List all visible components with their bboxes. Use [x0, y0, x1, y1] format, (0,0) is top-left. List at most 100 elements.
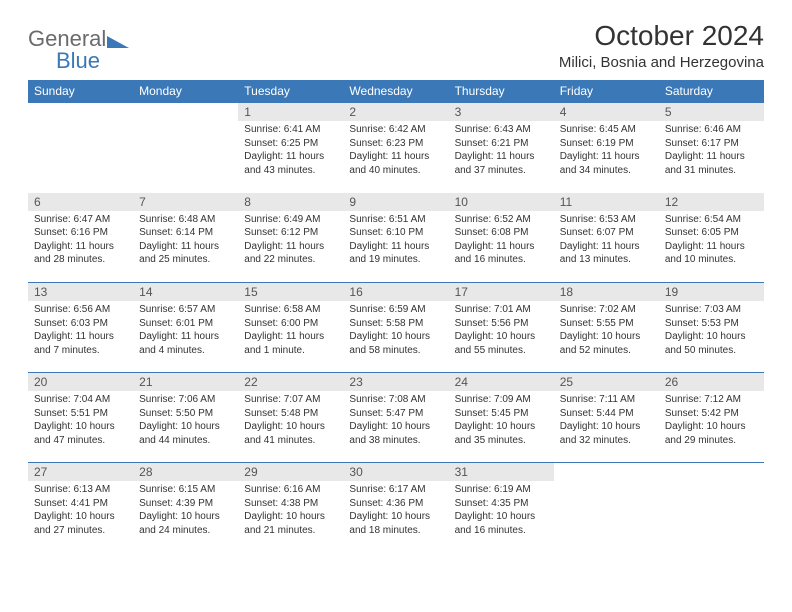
calendar-row: 6Sunrise: 6:47 AMSunset: 6:16 PMDaylight…	[28, 193, 764, 283]
month-title: October 2024	[559, 20, 764, 52]
weekday-header: Friday	[554, 80, 659, 103]
weekday-header: Wednesday	[343, 80, 448, 103]
day-number: 20	[28, 373, 133, 391]
calendar-cell: 28Sunrise: 6:15 AMSunset: 4:39 PMDayligh…	[133, 463, 238, 553]
calendar-cell: 2Sunrise: 6:42 AMSunset: 6:23 PMDaylight…	[343, 103, 448, 193]
title-block: October 2024 Milici, Bosnia and Herzegov…	[559, 20, 764, 71]
day-number: 15	[238, 283, 343, 301]
day-details: Sunrise: 6:41 AMSunset: 6:25 PMDaylight:…	[238, 121, 343, 181]
calendar-cell: 22Sunrise: 7:07 AMSunset: 5:48 PMDayligh…	[238, 373, 343, 463]
day-details: Sunrise: 6:48 AMSunset: 6:14 PMDaylight:…	[133, 211, 238, 271]
day-number: 9	[343, 193, 448, 211]
day-number: 18	[554, 283, 659, 301]
day-details: Sunrise: 6:43 AMSunset: 6:21 PMDaylight:…	[449, 121, 554, 181]
calendar-cell: 4Sunrise: 6:45 AMSunset: 6:19 PMDaylight…	[554, 103, 659, 193]
day-number: 26	[659, 373, 764, 391]
calendar-cell: 6Sunrise: 6:47 AMSunset: 6:16 PMDaylight…	[28, 193, 133, 283]
day-details: Sunrise: 7:12 AMSunset: 5:42 PMDaylight:…	[659, 391, 764, 451]
day-details: Sunrise: 6:19 AMSunset: 4:35 PMDaylight:…	[449, 481, 554, 541]
calendar-cell: 18Sunrise: 7:02 AMSunset: 5:55 PMDayligh…	[554, 283, 659, 373]
weekday-header-row: SundayMondayTuesdayWednesdayThursdayFrid…	[28, 80, 764, 103]
calendar-row: 20Sunrise: 7:04 AMSunset: 5:51 PMDayligh…	[28, 373, 764, 463]
calendar-cell	[133, 103, 238, 193]
calendar-cell: 11Sunrise: 6:53 AMSunset: 6:07 PMDayligh…	[554, 193, 659, 283]
calendar-body: 1Sunrise: 6:41 AMSunset: 6:25 PMDaylight…	[28, 103, 764, 553]
day-number: 6	[28, 193, 133, 211]
header: GeneralBlue October 2024 Milici, Bosnia …	[28, 20, 764, 74]
day-number: 29	[238, 463, 343, 481]
calendar-cell: 20Sunrise: 7:04 AMSunset: 5:51 PMDayligh…	[28, 373, 133, 463]
weekday-header: Tuesday	[238, 80, 343, 103]
day-details: Sunrise: 6:54 AMSunset: 6:05 PMDaylight:…	[659, 211, 764, 271]
calendar-cell: 9Sunrise: 6:51 AMSunset: 6:10 PMDaylight…	[343, 193, 448, 283]
day-number: 4	[554, 103, 659, 121]
calendar-cell: 19Sunrise: 7:03 AMSunset: 5:53 PMDayligh…	[659, 283, 764, 373]
logo-triangle-icon	[107, 34, 129, 48]
day-number: 28	[133, 463, 238, 481]
calendar-cell	[659, 463, 764, 553]
day-details: Sunrise: 7:11 AMSunset: 5:44 PMDaylight:…	[554, 391, 659, 451]
calendar-cell: 8Sunrise: 6:49 AMSunset: 6:12 PMDaylight…	[238, 193, 343, 283]
location: Milici, Bosnia and Herzegovina	[559, 54, 764, 71]
calendar-cell: 14Sunrise: 6:57 AMSunset: 6:01 PMDayligh…	[133, 283, 238, 373]
calendar-cell: 30Sunrise: 6:17 AMSunset: 4:36 PMDayligh…	[343, 463, 448, 553]
day-number: 24	[449, 373, 554, 391]
day-details: Sunrise: 6:52 AMSunset: 6:08 PMDaylight:…	[449, 211, 554, 271]
logo: GeneralBlue	[28, 26, 138, 74]
day-number: 17	[449, 283, 554, 301]
calendar-cell: 13Sunrise: 6:56 AMSunset: 6:03 PMDayligh…	[28, 283, 133, 373]
day-number: 21	[133, 373, 238, 391]
calendar-table: SundayMondayTuesdayWednesdayThursdayFrid…	[28, 80, 764, 553]
calendar-row: 1Sunrise: 6:41 AMSunset: 6:25 PMDaylight…	[28, 103, 764, 193]
day-details: Sunrise: 7:04 AMSunset: 5:51 PMDaylight:…	[28, 391, 133, 451]
calendar-cell: 21Sunrise: 7:06 AMSunset: 5:50 PMDayligh…	[133, 373, 238, 463]
day-number: 30	[343, 463, 448, 481]
calendar-cell: 3Sunrise: 6:43 AMSunset: 6:21 PMDaylight…	[449, 103, 554, 193]
day-details: Sunrise: 7:09 AMSunset: 5:45 PMDaylight:…	[449, 391, 554, 451]
calendar-cell: 23Sunrise: 7:08 AMSunset: 5:47 PMDayligh…	[343, 373, 448, 463]
calendar-cell	[554, 463, 659, 553]
day-number: 7	[133, 193, 238, 211]
calendar-cell: 15Sunrise: 6:58 AMSunset: 6:00 PMDayligh…	[238, 283, 343, 373]
day-number: 27	[28, 463, 133, 481]
calendar-row: 13Sunrise: 6:56 AMSunset: 6:03 PMDayligh…	[28, 283, 764, 373]
day-details: Sunrise: 6:15 AMSunset: 4:39 PMDaylight:…	[133, 481, 238, 541]
day-number: 12	[659, 193, 764, 211]
day-details: Sunrise: 6:16 AMSunset: 4:38 PMDaylight:…	[238, 481, 343, 541]
day-details: Sunrise: 6:45 AMSunset: 6:19 PMDaylight:…	[554, 121, 659, 181]
day-details: Sunrise: 7:03 AMSunset: 5:53 PMDaylight:…	[659, 301, 764, 361]
day-details: Sunrise: 7:08 AMSunset: 5:47 PMDaylight:…	[343, 391, 448, 451]
day-number: 5	[659, 103, 764, 121]
day-details: Sunrise: 6:47 AMSunset: 6:16 PMDaylight:…	[28, 211, 133, 271]
calendar-cell: 29Sunrise: 6:16 AMSunset: 4:38 PMDayligh…	[238, 463, 343, 553]
day-number: 25	[554, 373, 659, 391]
day-details: Sunrise: 6:49 AMSunset: 6:12 PMDaylight:…	[238, 211, 343, 271]
day-number: 23	[343, 373, 448, 391]
weekday-header: Monday	[133, 80, 238, 103]
day-details: Sunrise: 6:59 AMSunset: 5:58 PMDaylight:…	[343, 301, 448, 361]
day-number: 1	[238, 103, 343, 121]
weekday-header: Thursday	[449, 80, 554, 103]
day-details: Sunrise: 6:57 AMSunset: 6:01 PMDaylight:…	[133, 301, 238, 361]
day-number: 11	[554, 193, 659, 211]
day-number: 22	[238, 373, 343, 391]
day-number: 8	[238, 193, 343, 211]
calendar-cell: 27Sunrise: 6:13 AMSunset: 4:41 PMDayligh…	[28, 463, 133, 553]
calendar-cell: 10Sunrise: 6:52 AMSunset: 6:08 PMDayligh…	[449, 193, 554, 283]
day-number: 31	[449, 463, 554, 481]
day-details: Sunrise: 6:58 AMSunset: 6:00 PMDaylight:…	[238, 301, 343, 361]
logo-text-blue: Blue	[56, 48, 138, 74]
weekday-header: Saturday	[659, 80, 764, 103]
day-number: 19	[659, 283, 764, 301]
calendar-cell: 1Sunrise: 6:41 AMSunset: 6:25 PMDaylight…	[238, 103, 343, 193]
calendar-cell: 5Sunrise: 6:46 AMSunset: 6:17 PMDaylight…	[659, 103, 764, 193]
calendar-cell: 25Sunrise: 7:11 AMSunset: 5:44 PMDayligh…	[554, 373, 659, 463]
day-details: Sunrise: 6:42 AMSunset: 6:23 PMDaylight:…	[343, 121, 448, 181]
day-details: Sunrise: 6:13 AMSunset: 4:41 PMDaylight:…	[28, 481, 133, 541]
calendar-cell: 26Sunrise: 7:12 AMSunset: 5:42 PMDayligh…	[659, 373, 764, 463]
day-number: 2	[343, 103, 448, 121]
weekday-header: Sunday	[28, 80, 133, 103]
day-number: 3	[449, 103, 554, 121]
day-details: Sunrise: 6:17 AMSunset: 4:36 PMDaylight:…	[343, 481, 448, 541]
calendar-cell: 7Sunrise: 6:48 AMSunset: 6:14 PMDaylight…	[133, 193, 238, 283]
